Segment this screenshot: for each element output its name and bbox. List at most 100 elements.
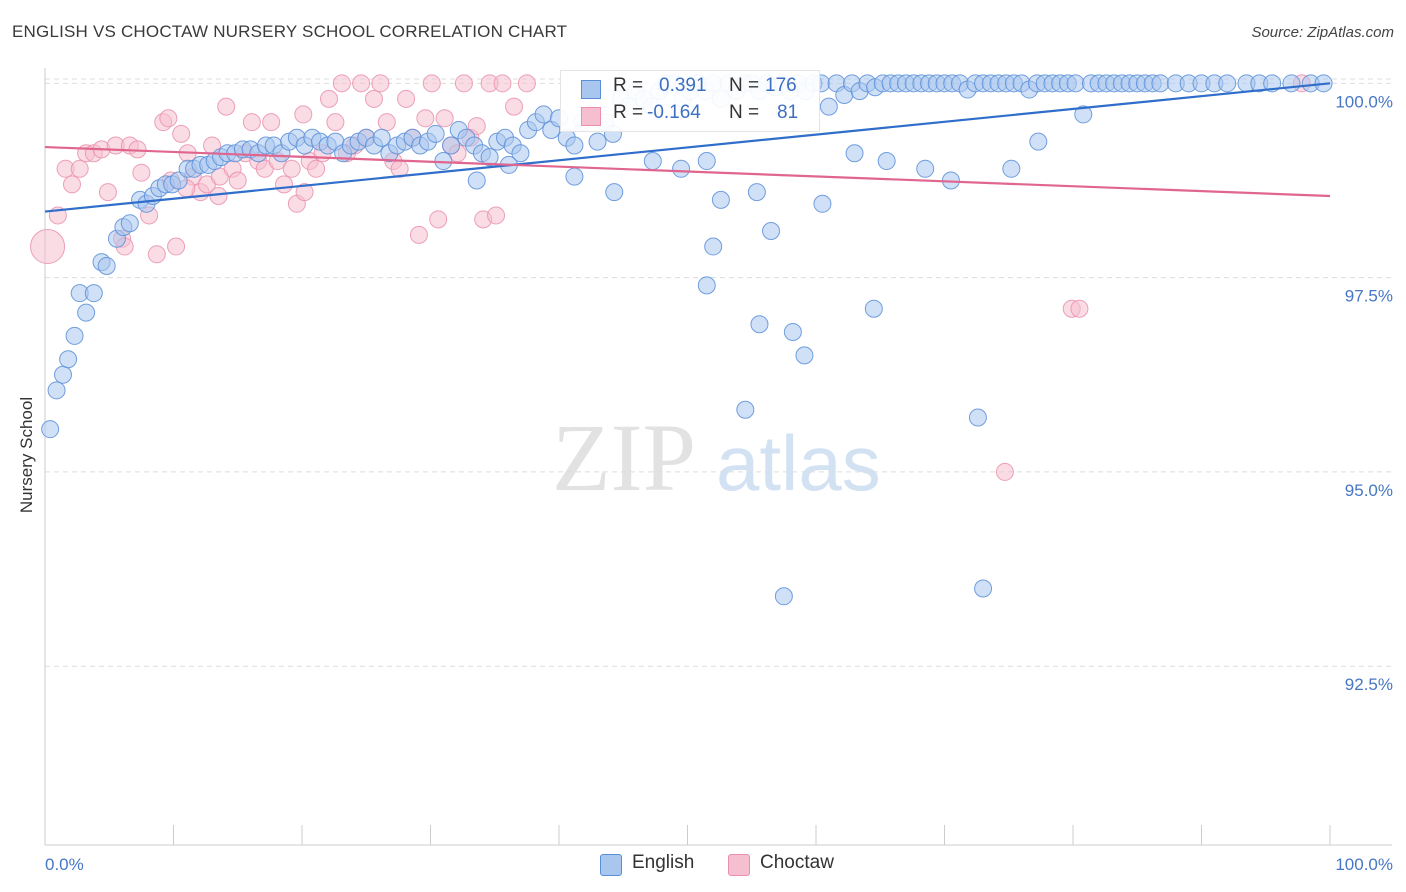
english-point (467, 171, 486, 190)
english-point (711, 190, 730, 209)
choctaw-point (295, 183, 314, 202)
english-point (1029, 132, 1048, 151)
legend-english-swatch-icon (600, 854, 622, 876)
choctaw-r-label: R = (613, 102, 644, 123)
y-axis-label: Nursery School (17, 396, 36, 514)
english-point (762, 221, 781, 240)
english-trendline (44, 82, 1331, 213)
choctaw-point (62, 175, 81, 194)
choctaw-point (487, 206, 506, 225)
english-point (795, 346, 814, 365)
english-point (1282, 74, 1301, 93)
choctaw-swatch-icon (581, 107, 601, 126)
choctaw-point (352, 74, 371, 93)
english-point (565, 167, 584, 186)
stats-row-choctaw: R = -0.164 N = 81 (561, 102, 819, 128)
y-tick-label: 100.0% (1335, 92, 1393, 111)
stats-box: R = 0.391 N = 176 R = -0.164 N = 81 (560, 70, 820, 132)
choctaw-point (282, 159, 301, 178)
choctaw-point (30, 229, 66, 265)
english-point (672, 159, 691, 178)
choctaw-point (319, 89, 338, 108)
english-point (774, 587, 793, 606)
choctaw-point (275, 175, 294, 194)
english-point (588, 132, 607, 151)
watermark-atlas: atlas (716, 419, 881, 507)
legend-choctaw-label: Choctaw (760, 852, 834, 873)
english-point (41, 420, 60, 439)
choctaw-point (167, 237, 186, 256)
choctaw-point (409, 225, 428, 244)
english-point (864, 299, 883, 318)
y-tick-label: 92.5% (1345, 675, 1393, 694)
english-point (736, 400, 755, 419)
english-point (1002, 159, 1021, 178)
axes (44, 68, 1392, 846)
choctaw-point (517, 74, 536, 93)
choctaw-point (416, 109, 435, 128)
english-point (65, 326, 84, 345)
english-point (968, 408, 987, 427)
english-point (643, 152, 662, 171)
choctaw-point (132, 163, 151, 182)
source-label: Source: ZipAtlas.com (1251, 24, 1394, 41)
choctaw-point (98, 183, 117, 202)
choctaw-point (209, 187, 228, 206)
stats-row-english: R = 0.391 N = 176 (561, 75, 819, 101)
english-point (534, 105, 553, 124)
english-r-label: R = (613, 75, 644, 96)
english-point (813, 194, 832, 213)
english-point (442, 136, 461, 155)
choctaw-point (326, 113, 345, 132)
choctaw-trendline (44, 145, 1331, 198)
english-point (565, 136, 584, 155)
english-point (697, 276, 716, 295)
english-point (372, 128, 391, 147)
english-point (783, 323, 802, 342)
english-point (750, 315, 769, 334)
english-point (1218, 74, 1237, 93)
watermark-zip: ZIP (552, 404, 696, 511)
grid (45, 78, 1392, 667)
choctaw-point (493, 74, 512, 93)
choctaw-point (262, 113, 281, 132)
english-point (47, 381, 66, 400)
choctaw-point (364, 89, 383, 108)
english-point (84, 284, 103, 303)
english-point (704, 237, 723, 256)
y-tick-label: 97.5% (1345, 287, 1393, 306)
choctaw-point (294, 105, 313, 124)
english-point (974, 579, 993, 598)
choctaw-point (467, 117, 486, 136)
choctaw-n-label: N = (729, 102, 760, 123)
choctaw-point (435, 109, 454, 128)
english-point (916, 159, 935, 178)
trendlines (44, 82, 1331, 213)
choctaw-point (505, 97, 524, 116)
choctaw-point (429, 210, 448, 229)
english-point (77, 303, 96, 322)
english-point (605, 183, 624, 202)
choctaw-point (147, 245, 166, 264)
x-tick-label: 0.0% (45, 855, 84, 874)
choctaw-point (172, 124, 191, 143)
choctaw-point (397, 89, 416, 108)
english-point (819, 97, 838, 116)
choctaw-point (377, 113, 396, 132)
choctaw-point (995, 462, 1014, 481)
english-point (697, 152, 716, 171)
choctaw-point (332, 74, 351, 93)
legend-english-label: English (632, 852, 695, 873)
english-r-value: 0.391 (659, 75, 707, 96)
watermark: ZIP atlas (552, 404, 881, 511)
choctaw-point (371, 74, 390, 93)
choctaw-point (454, 74, 473, 93)
choctaw-r-value: -0.164 (647, 102, 701, 123)
english-points (41, 74, 1333, 606)
english-n-label: N = (729, 75, 760, 96)
english-point (511, 144, 530, 163)
x-tick-label: 100.0% (1335, 855, 1393, 874)
english-point (1066, 74, 1085, 93)
english-point (845, 144, 864, 163)
